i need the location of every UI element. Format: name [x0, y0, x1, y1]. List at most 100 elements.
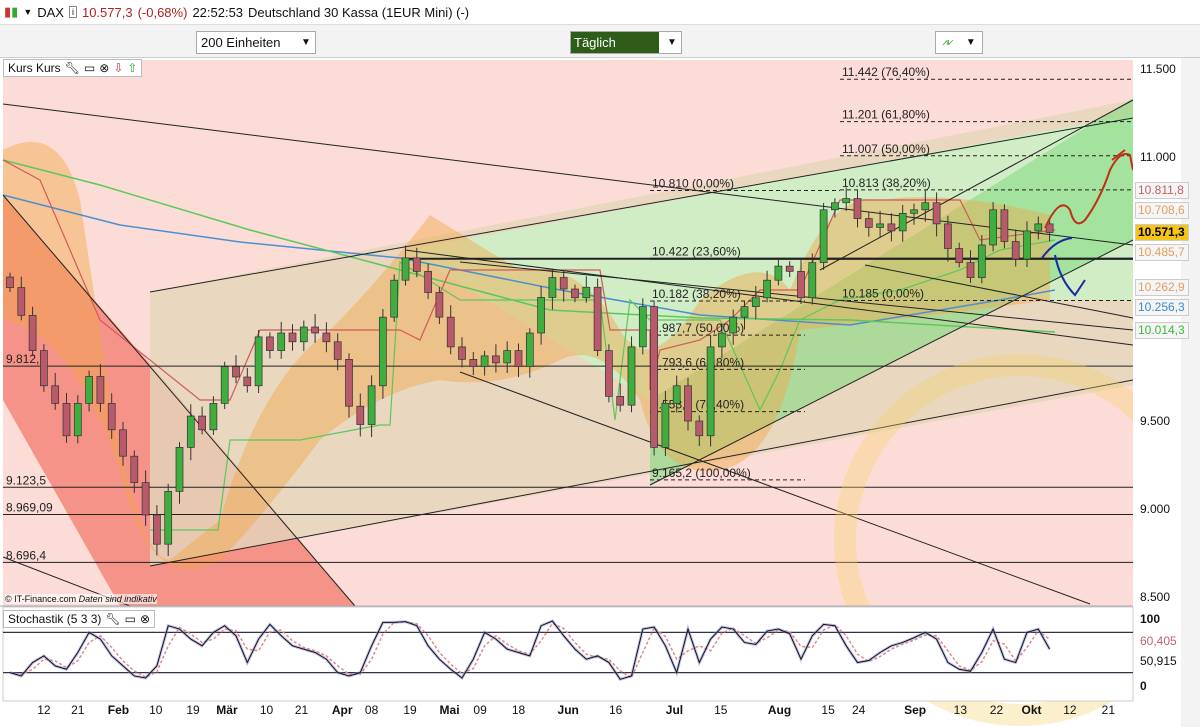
candle — [288, 332, 297, 343]
candle — [492, 355, 500, 364]
info-icon[interactable]: i — [68, 6, 77, 18]
level-label: 8.696,4 — [6, 548, 46, 562]
candle — [616, 396, 625, 406]
candle — [412, 257, 421, 272]
x-tick-label: 15 — [821, 703, 835, 717]
scrollbar[interactable] — [1181, 58, 1200, 727]
candle — [842, 198, 851, 204]
candle — [311, 326, 319, 334]
candle — [650, 306, 658, 448]
candle — [458, 346, 466, 360]
chart-area[interactable]: 9.812,1 9.123,5 8.969,09 8.696,4 10.810 (0,0… — [0, 58, 1200, 727]
drawing-tools-button[interactable]: ⩘⩗ ▼ — [935, 31, 983, 54]
price-tag: 10.256,3 — [1135, 298, 1189, 316]
candle — [853, 198, 862, 219]
fib-label: 10.810 (0,00%) — [652, 176, 734, 190]
candle — [435, 292, 444, 318]
trendline — [149, 117, 1134, 293]
candle — [367, 385, 376, 425]
last-price: 10.577,3 — [81, 4, 133, 20]
units-value: 200 Einheiten — [201, 35, 281, 50]
wrench-icon[interactable]: 🔧︎ — [105, 612, 121, 626]
x-tick-label: 21 — [294, 703, 309, 717]
units-dropdown[interactable]: 200 Einheiten ▼ — [196, 31, 316, 54]
candle — [401, 257, 410, 281]
price-tag: 10.811,8 — [1135, 182, 1189, 200]
candle — [695, 420, 704, 437]
x-tick-label: Jun — [557, 703, 579, 717]
x-tick-label: Feb — [107, 703, 130, 717]
stochastic-panel-bg — [2, 606, 1134, 702]
candle — [718, 332, 726, 348]
price-change: (-0,68%) — [137, 4, 188, 20]
upper-channel — [405, 115, 1133, 400]
wrench-icon[interactable]: 🔧︎ — [64, 61, 80, 75]
candle — [356, 405, 365, 425]
candle — [379, 316, 387, 387]
symbol-dropdown-icon[interactable]: ▼ — [23, 7, 33, 17]
stoch-tick-0: 0 — [1140, 679, 1147, 693]
fib-label: 9.987,7 (50,00%) — [652, 321, 744, 335]
level-label: 9.812,1 — [6, 352, 46, 366]
candle — [638, 306, 647, 348]
symbol: DAX — [37, 4, 64, 20]
x-tick-label: Apr — [331, 703, 353, 717]
candle — [808, 262, 817, 299]
price-tag: 10.708,6 — [1135, 202, 1189, 220]
instrument-name: Deutschland 30 Kassa (1EUR Mini) (-) — [248, 4, 470, 20]
candle — [706, 346, 715, 437]
window-icon[interactable]: ▭ — [83, 61, 96, 75]
close-icon[interactable]: ⊗ — [139, 612, 151, 626]
candle — [571, 288, 579, 299]
level-label: 9.123,5 — [6, 473, 46, 487]
candle — [1045, 223, 1054, 233]
x-tick-label: 15 — [714, 703, 728, 717]
disclaimer-text: Daten sind indikativ — [78, 594, 157, 604]
price-tag: 10.014,3 — [1135, 322, 1189, 340]
move-up-icon[interactable]: ⇧ — [127, 61, 138, 75]
x-tick-label: 16 — [608, 703, 623, 717]
x-tick-label: Okt — [1021, 703, 1042, 717]
candlestick-icon[interactable]: ▮▮ — [4, 4, 19, 19]
window-icon[interactable]: ▭ — [124, 612, 136, 626]
candle — [582, 286, 591, 299]
candle — [277, 332, 286, 351]
candle — [864, 218, 873, 228]
candle — [751, 297, 760, 307]
candle — [345, 359, 353, 407]
x-tick-label: 09 — [473, 703, 487, 717]
close-icon[interactable]: ⊗ — [99, 61, 110, 75]
candle — [966, 262, 975, 278]
candle — [40, 350, 48, 387]
fib-label: 11.201 (61,80%) — [842, 108, 930, 122]
fib-label: 10.182 (38,20%) — [652, 287, 741, 301]
hand-drawn-red-arrow — [1044, 149, 1134, 229]
candle — [28, 315, 37, 351]
chevron-down-icon: ▼ — [667, 37, 677, 48]
move-down-icon[interactable]: ⇩ — [113, 61, 124, 75]
candle — [785, 265, 794, 272]
candle — [164, 491, 173, 545]
candle — [819, 209, 828, 263]
candle — [740, 306, 749, 318]
candle — [198, 415, 206, 431]
candle — [141, 482, 150, 516]
drawing-icon: ⩘⩗ — [942, 37, 954, 48]
chart-svg[interactable]: 9.812,1 9.123,5 8.969,09 8.696,4 10.810 (0,0… — [0, 58, 1200, 727]
trendline — [649, 239, 1134, 486]
x-tick-label: 12 — [1063, 703, 1077, 717]
moving-average-green — [2, 159, 1056, 333]
stoch-value-tag: 60,405 — [1140, 634, 1177, 648]
candle — [390, 279, 399, 318]
period-dropdown[interactable]: Täglich ▼ — [570, 31, 682, 54]
candle — [107, 403, 116, 431]
candle — [1000, 209, 1009, 242]
candle — [548, 277, 557, 298]
candle — [684, 385, 692, 422]
candle — [514, 350, 523, 367]
candle — [243, 376, 252, 387]
copyright: © IT-Finance.com Daten sind indikativ — [5, 594, 157, 604]
fib-label: 10.185 (0,00%) — [842, 286, 924, 300]
moving-average-blue — [2, 194, 1056, 326]
time: 22:52:53 — [192, 4, 244, 20]
